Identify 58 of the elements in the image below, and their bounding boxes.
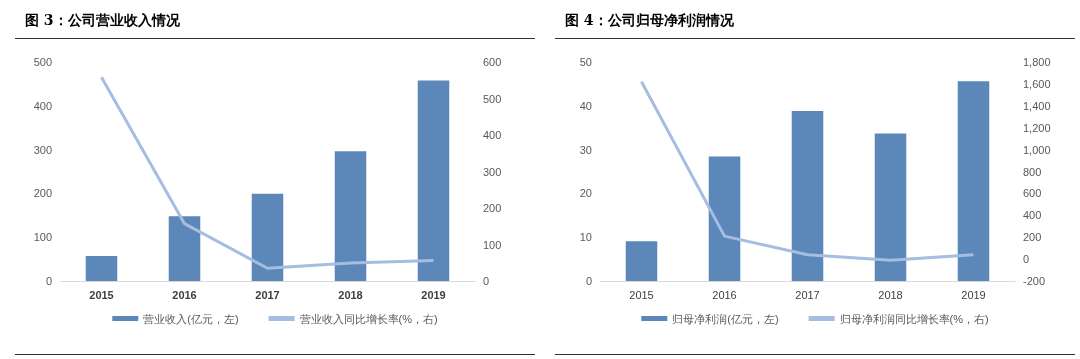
bar	[85, 256, 118, 281]
legend-label: 归母净利润同比增长率(%，右)	[839, 312, 989, 325]
y-tick-label: 300	[33, 143, 52, 156]
y2-tick-label: 400	[483, 129, 502, 141]
y2-tick-label: 600	[1023, 187, 1042, 200]
chart-title: 图 4：公司归母净利润情况	[565, 12, 735, 28]
line-series	[640, 80, 975, 262]
y2-tick-label: 200	[1023, 231, 1042, 244]
x-tick-label: 2019	[421, 288, 446, 301]
y2-tick-label: -200	[1023, 275, 1046, 287]
y2-tick-label: 0	[483, 275, 490, 287]
line-series	[100, 75, 435, 270]
x-tick-label: 2016	[172, 288, 197, 301]
x-tick-label: 2018	[338, 288, 363, 301]
y-tick-label: 200	[33, 187, 52, 200]
x-tick-label: 2015	[89, 288, 114, 301]
bar	[708, 156, 741, 281]
y2-tick-label: 400	[1023, 209, 1042, 222]
y-tick-label: 40	[579, 99, 592, 112]
y2-tick-label: 500	[483, 92, 502, 105]
y2-tick-label: 200	[483, 202, 502, 214]
x-tick-label: 2016	[712, 288, 737, 301]
y-tick-label: 400	[33, 99, 52, 112]
bar	[791, 111, 824, 281]
legend-label: 归母净利润(亿元，左)	[672, 312, 779, 325]
x-tick-label: 2019	[961, 288, 986, 301]
y-tick-label: 500	[33, 56, 52, 68]
bar	[625, 241, 658, 281]
bar	[251, 193, 284, 281]
y2-tick-label: 1,200	[1023, 121, 1051, 134]
y-tick-label: 50	[579, 56, 592, 68]
y2-tick-label: 300	[483, 165, 502, 178]
y2-tick-label: 1,400	[1023, 99, 1051, 112]
y-tick-label: 30	[579, 143, 592, 156]
bar	[417, 80, 450, 281]
y2-tick-label: 100	[483, 238, 502, 251]
legend-label: 营业收入同比增长率(%，右)	[299, 312, 438, 325]
bar	[334, 151, 367, 281]
x-tick-label: 2017	[795, 288, 820, 301]
x-tick-label: 2018	[878, 288, 903, 301]
y-tick-label: 0	[45, 275, 52, 287]
y2-tick-label: 800	[1023, 165, 1042, 178]
legend-label: 营业收入(亿元，左)	[143, 312, 239, 325]
y-tick-label: 0	[585, 275, 592, 287]
y2-tick-label: 0	[1023, 253, 1030, 266]
chart-title: 图 3：公司营业收入情况	[25, 12, 181, 28]
y2-tick-label: 1,600	[1023, 77, 1051, 90]
y-tick-label: 20	[579, 187, 592, 200]
x-tick-label: 2017	[255, 288, 280, 301]
y2-tick-label: 1,000	[1023, 143, 1051, 156]
bar	[874, 133, 907, 281]
y2-tick-label: 600	[483, 56, 502, 68]
y-tick-label: 10	[579, 231, 592, 244]
x-tick-label: 2015	[629, 288, 654, 301]
bar	[168, 216, 201, 281]
y-tick-label: 100	[33, 231, 52, 244]
y2-tick-label: 1,800	[1023, 56, 1051, 68]
bar	[957, 81, 990, 281]
